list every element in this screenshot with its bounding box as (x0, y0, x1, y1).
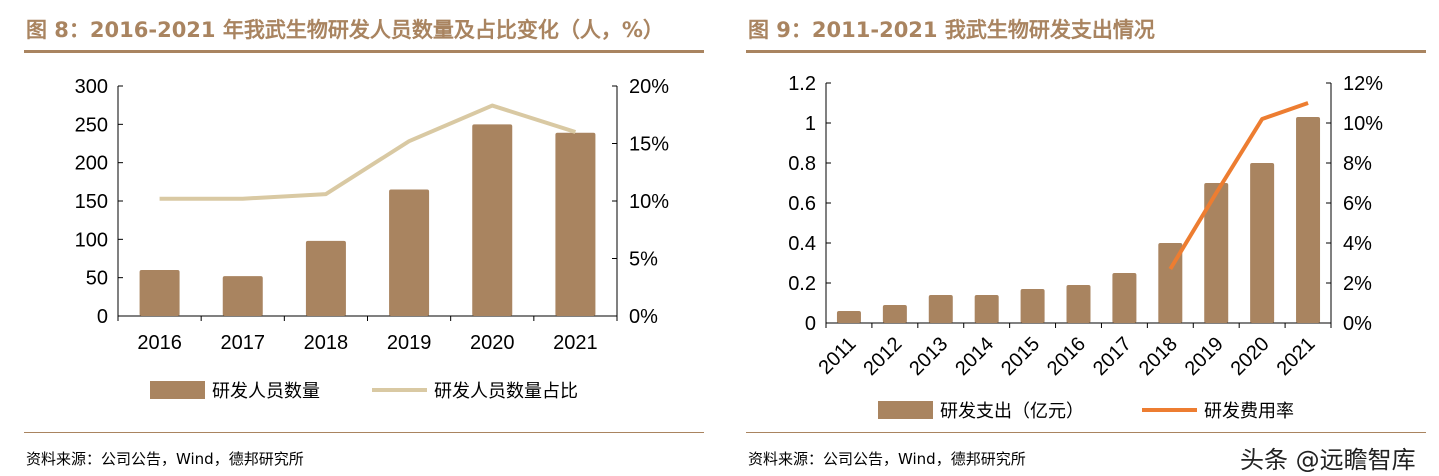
chart1-bar (139, 270, 180, 316)
chart2-bar (1158, 243, 1183, 323)
chart1-source-rule (24, 432, 704, 433)
chart2-right-tick-label: 4% (1343, 233, 1372, 255)
chart1-x-tick-label: 2018 (304, 332, 349, 354)
chart2-x-tick-label: 2014 (951, 333, 998, 380)
chart1-bar (222, 276, 263, 316)
chart1-x-tick-label: 2019 (387, 332, 432, 354)
chart2-left-tick-label: 1 (805, 113, 816, 135)
chart2-title-rule (746, 50, 1426, 53)
chart2-source: 资料来源：公司公告，Wind，德邦研究所 (748, 450, 1026, 468)
chart2-bar (1250, 163, 1275, 323)
chart2-legend-bar-label: 研发支出（亿元） (940, 401, 1084, 422)
chart1-right-tick-label: 5% (629, 249, 658, 271)
chart1-x-tick-label: 2017 (221, 332, 266, 354)
chart2-bar (974, 295, 999, 323)
chart1-right-tick-label: 20% (629, 76, 669, 98)
chart1-left-tick-label: 300 (75, 76, 108, 98)
chart2-x-tick-label: 2019 (1181, 333, 1228, 380)
chart1-left-tick-label: 0 (97, 306, 108, 328)
chart2-right-tick-label: 0% (1343, 313, 1372, 335)
chart2-left-tick-label: 0.4 (788, 233, 816, 255)
chart2-right-tick-label: 12% (1343, 73, 1383, 95)
chart2-bar (1204, 183, 1229, 323)
chart2-bar (1066, 285, 1091, 323)
chart1-title: 图 8：2016-2021 年我武生物研发人员数量及占比变化（人，%） (26, 18, 664, 42)
chart2-bar (1020, 289, 1045, 323)
chart2-line-series (1168, 101, 1309, 271)
chart2-x-tick-label: 2012 (859, 333, 906, 380)
chart2-x-tick-label: 2015 (997, 333, 1044, 380)
chart2-x-tick-label: 2013 (905, 333, 952, 380)
chart1-left-tick-label: 150 (75, 191, 108, 213)
chart1-x-tick-label: 2020 (470, 332, 515, 354)
chart1-legend-bar-label: 研发人员数量 (212, 381, 320, 402)
chart1-bar (389, 189, 430, 316)
watermark: 头条 @远瞻智库 (1240, 446, 1416, 474)
chart2-bar (928, 295, 953, 323)
chart2-left-tick-label: 0.8 (788, 153, 816, 175)
chart1-left-tick-label: 100 (75, 229, 108, 251)
chart2-left-tick-label: 0 (805, 313, 816, 335)
chart2-legend-bar-swatch (878, 401, 933, 419)
chart1-right-tick-label: 0% (629, 306, 658, 328)
chart2-x-tick-label: 2016 (1043, 333, 1090, 380)
chart1-right-tick-label: 10% (629, 191, 669, 213)
chart1-left-tick-label: 50 (86, 268, 108, 290)
chart2-bar (1296, 117, 1321, 323)
chart2-title: 图 9：2011-2021 我武生物研发支出情况 (748, 18, 1155, 42)
chart2-x-tick-label: 2021 (1273, 333, 1320, 380)
chart1-x-tick-label: 2021 (553, 332, 598, 354)
chart1-left-tick-label: 200 (75, 153, 108, 175)
chart1-bar (555, 132, 596, 316)
chart2-legend-line-label: 研发费用率 (1204, 401, 1294, 422)
chart2-x-tick-label: 2020 (1227, 333, 1274, 380)
chart1-legend-line-label: 研发人员数量占比 (434, 381, 578, 402)
chart2-right-tick-label: 6% (1343, 193, 1372, 215)
chart1-legend-bar-swatch (150, 381, 205, 399)
chart2-bar (882, 305, 907, 323)
chart1-x-tick-label: 2016 (137, 332, 182, 354)
chart1-bar (472, 124, 513, 316)
chart1-title-rule (24, 50, 704, 53)
chart2-right-tick-label: 10% (1343, 113, 1383, 135)
chart2-x-tick-label: 2011 (815, 333, 861, 379)
chart2-source-rule (746, 432, 1426, 433)
chart1-line-series (159, 103, 577, 201)
chart1-source: 资料来源：公司公告，Wind，德邦研究所 (26, 450, 304, 468)
chart2-left-tick-label: 0.6 (788, 193, 816, 215)
chart2-x-tick-label: 2017 (1089, 333, 1136, 380)
chart2-left-tick-label: 1.2 (788, 73, 816, 95)
chart2-x-tick-label: 2018 (1135, 333, 1182, 380)
chart1-right-tick-label: 15% (629, 134, 669, 156)
chart1-bar (305, 240, 346, 316)
chart2-bar (836, 311, 861, 323)
chart1-left-tick-label: 250 (75, 114, 108, 136)
chart2-right-tick-label: 8% (1343, 153, 1372, 175)
chart2-left-tick-label: 0.2 (788, 273, 816, 295)
chart2-right-tick-label: 2% (1343, 273, 1372, 295)
chart2-bar (1112, 273, 1137, 323)
